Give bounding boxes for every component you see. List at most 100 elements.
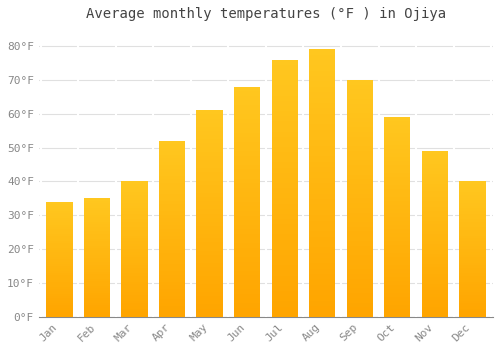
Bar [159, 253, 185, 257]
Bar [422, 231, 448, 234]
Bar [422, 194, 448, 197]
Bar [196, 251, 223, 255]
Bar [234, 211, 260, 216]
Bar [346, 293, 373, 298]
Bar [234, 114, 260, 119]
Bar [460, 233, 485, 236]
Bar [196, 144, 223, 147]
Bar [272, 106, 298, 111]
Bar [122, 195, 148, 198]
Bar [422, 314, 448, 317]
Bar [460, 209, 485, 211]
Bar [234, 100, 260, 105]
Bar [460, 312, 485, 314]
Bar [272, 209, 298, 214]
Bar [46, 259, 72, 261]
Bar [159, 296, 185, 299]
Bar [460, 195, 485, 198]
Bar [346, 165, 373, 170]
Bar [196, 234, 223, 238]
Bar [460, 309, 485, 312]
Bar [346, 198, 373, 203]
Bar [196, 127, 223, 131]
Bar [84, 205, 110, 208]
Bar [309, 130, 336, 135]
Bar [122, 312, 148, 314]
Bar [84, 314, 110, 317]
Bar [460, 303, 485, 306]
Bar [422, 191, 448, 194]
Bar [46, 312, 72, 315]
Bar [84, 227, 110, 229]
Bar [346, 118, 373, 122]
Bar [272, 276, 298, 281]
Bar [309, 226, 336, 231]
Bar [46, 294, 72, 296]
Bar [309, 60, 336, 65]
Bar [422, 224, 448, 227]
Bar [384, 273, 410, 277]
Bar [122, 279, 148, 282]
Bar [422, 264, 448, 267]
Bar [196, 181, 223, 185]
Bar [272, 204, 298, 209]
Bar [309, 183, 336, 188]
Bar [309, 301, 336, 306]
Bar [46, 278, 72, 280]
Bar [46, 218, 72, 220]
Bar [122, 198, 148, 200]
Bar [346, 194, 373, 198]
Bar [346, 303, 373, 307]
Bar [422, 260, 448, 264]
Bar [460, 246, 485, 249]
Bar [272, 157, 298, 162]
Bar [46, 202, 72, 204]
Bar [309, 135, 336, 140]
Bar [234, 234, 260, 239]
Bar [122, 295, 148, 298]
Bar [46, 225, 72, 227]
Bar [272, 132, 298, 137]
Bar [46, 220, 72, 222]
Bar [159, 313, 185, 317]
Bar [460, 295, 485, 298]
Bar [159, 208, 185, 211]
Bar [272, 245, 298, 250]
Bar [272, 147, 298, 152]
Bar [460, 228, 485, 230]
Bar [384, 205, 410, 209]
Bar [84, 212, 110, 215]
Bar [460, 279, 485, 282]
Bar [422, 287, 448, 290]
Bar [196, 255, 223, 259]
Bar [196, 214, 223, 218]
Bar [234, 188, 260, 193]
Bar [122, 225, 148, 228]
Bar [234, 96, 260, 100]
Bar [234, 137, 260, 142]
Bar [159, 285, 185, 289]
Bar [122, 236, 148, 238]
Bar [460, 225, 485, 228]
Bar [84, 201, 110, 203]
Bar [159, 141, 185, 144]
Bar [46, 285, 72, 287]
Bar [384, 145, 410, 149]
Bar [460, 268, 485, 271]
Bar [309, 87, 336, 92]
Bar [346, 170, 373, 175]
Bar [422, 290, 448, 294]
Bar [196, 284, 223, 288]
Bar [122, 271, 148, 273]
Bar [346, 284, 373, 288]
Bar [272, 137, 298, 142]
Bar [272, 101, 298, 106]
Bar [84, 243, 110, 246]
Bar [234, 275, 260, 280]
Bar [384, 201, 410, 205]
Bar [309, 162, 336, 167]
Bar [234, 151, 260, 156]
Bar [196, 309, 223, 313]
Bar [234, 220, 260, 225]
Bar [159, 215, 185, 218]
